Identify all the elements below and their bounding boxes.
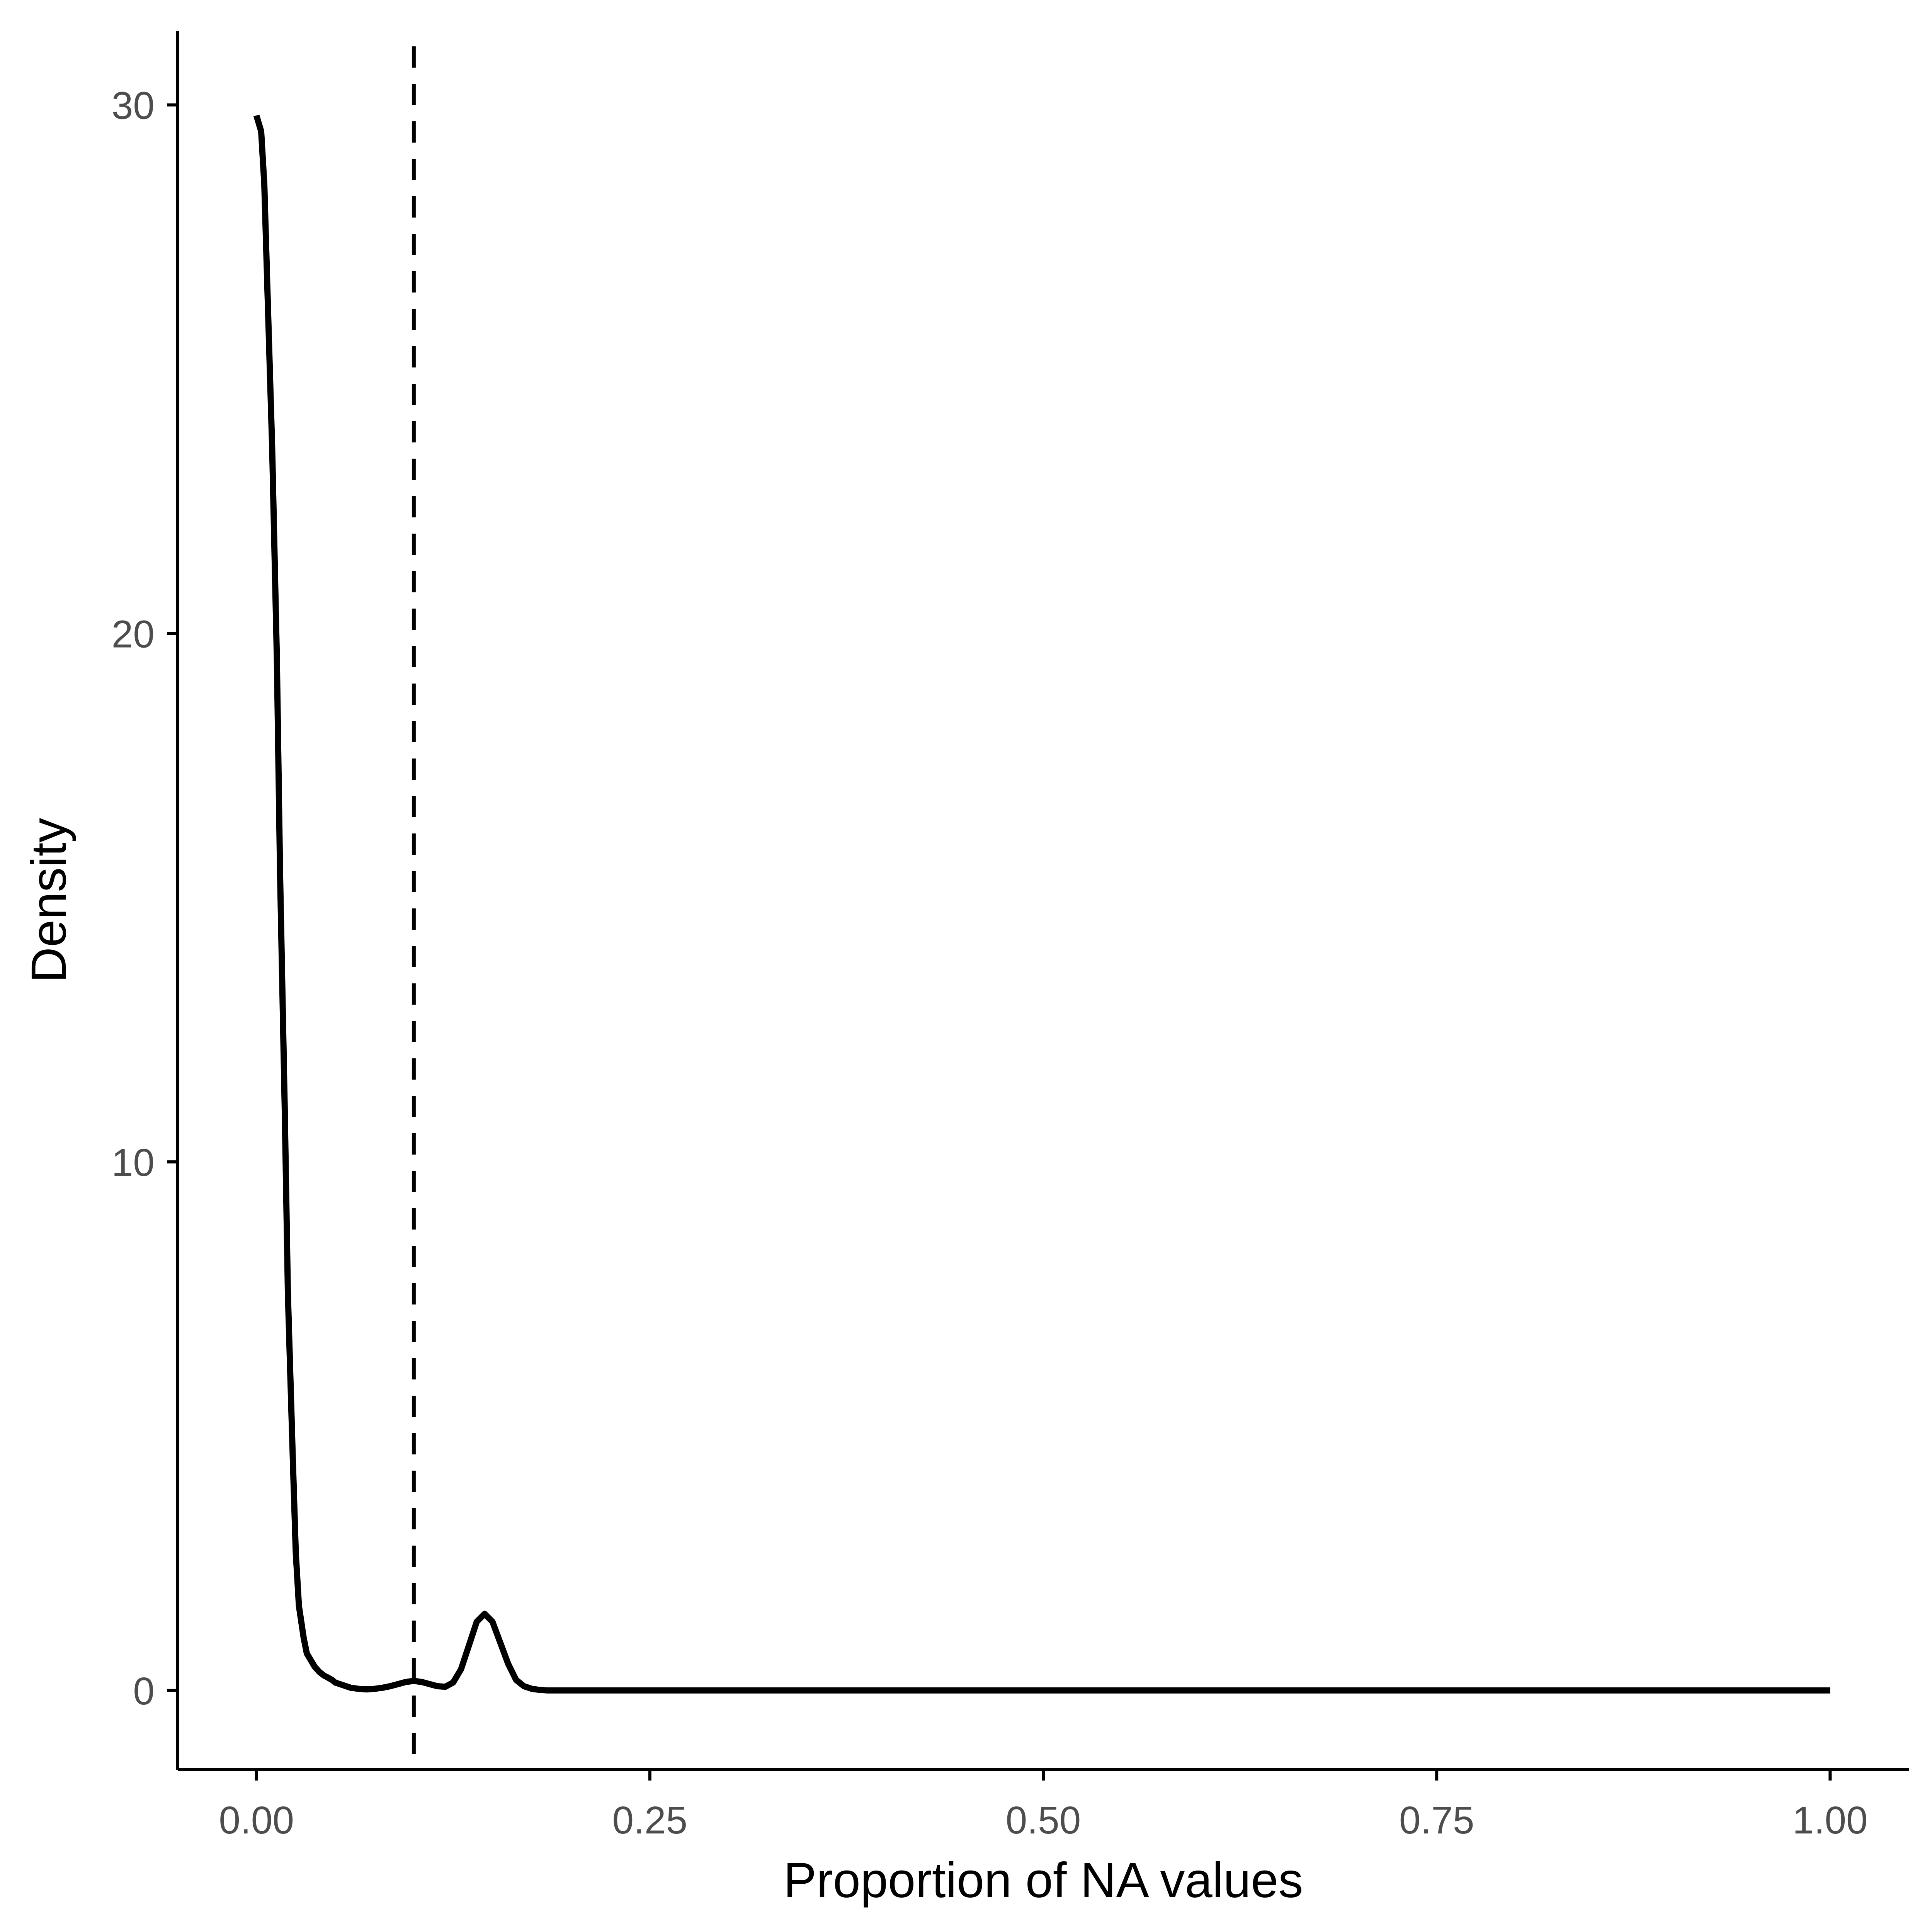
y-tick-label: 10 xyxy=(112,1141,155,1184)
y-axis-ticks: 0 10 20 30 xyxy=(112,84,178,1713)
x-axis-ticks: 0.00 0.25 0.50 0.75 1.00 xyxy=(219,1770,1868,1842)
x-tick-label: 0.00 xyxy=(219,1799,294,1842)
y-tick-label: 30 xyxy=(112,84,155,127)
x-tick-label: 0.25 xyxy=(612,1799,687,1842)
density-curve xyxy=(253,114,1830,1694)
x-tick-label: 1.00 xyxy=(1793,1799,1868,1842)
y-axis-title: Density xyxy=(21,818,77,983)
plot-area xyxy=(253,46,1830,1770)
y-tick-label: 0 xyxy=(133,1670,155,1713)
x-axis-title: Proportion of NA values xyxy=(784,1853,1303,1908)
x-tick-label: 0.50 xyxy=(1006,1799,1081,1842)
x-tick-label: 0.75 xyxy=(1399,1799,1475,1842)
y-tick-label: 20 xyxy=(112,612,155,656)
